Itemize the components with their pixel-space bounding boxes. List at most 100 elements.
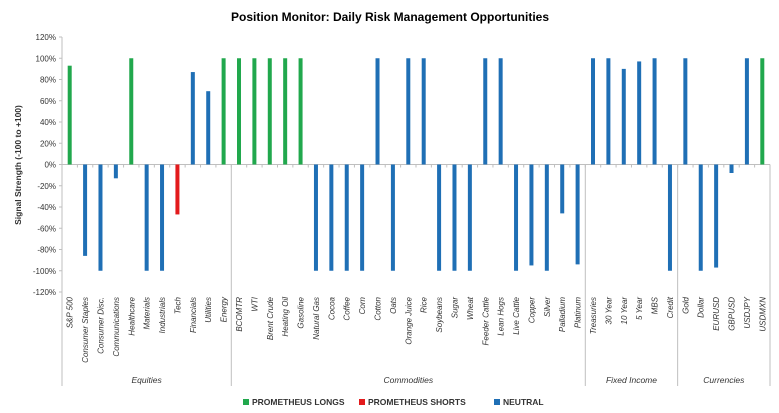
x-tick-label: Industrials: [158, 297, 167, 333]
x-tick-label: 10 Year: [620, 297, 629, 325]
x-tick-label: Healthcare: [127, 296, 136, 335]
bar-long: [298, 58, 303, 165]
y-tick-label: -40%: [37, 203, 56, 212]
x-tick-label: Financials: [189, 297, 198, 333]
x-tick-label: EURUSD: [712, 297, 721, 331]
y-tick-label: -20%: [37, 182, 56, 191]
y-tick-label: -80%: [37, 246, 56, 255]
bar-neutral: [744, 58, 749, 165]
bar-neutral: [483, 58, 488, 165]
x-tick-label: Cocoa: [327, 296, 336, 320]
bar-long: [252, 58, 257, 165]
bar-neutral: [544, 164, 549, 271]
x-tick-label: Sugar: [450, 297, 459, 319]
bar-long: [283, 58, 288, 165]
x-tick-label: Consumer Staples: [81, 297, 90, 363]
x-tick-label: Gasoline: [297, 296, 306, 328]
category-labels: S&P 500 Consumer Staples Consumer Disc. Com…: [66, 296, 768, 363]
y-axis-label: Signal Strength (-100 to +100): [13, 105, 23, 225]
bar-long: [760, 58, 765, 165]
bar-neutral: [421, 58, 426, 165]
x-tick-label: Lean Hogs: [497, 297, 506, 336]
legend-label-short: PROMETHEUS SHORTS: [368, 397, 466, 407]
group-label: Fixed Income: [606, 375, 657, 385]
y-tick-label: 100%: [36, 54, 56, 63]
x-tick-label: Gold: [681, 296, 690, 313]
bar-short: [175, 164, 180, 215]
legend-label-neutral: NEUTRAL: [503, 397, 544, 407]
bar-long: [221, 58, 226, 165]
x-tick-label: MBS: [651, 296, 660, 314]
group-label: Commodities: [383, 375, 433, 385]
bar-neutral: [621, 68, 626, 165]
legend-label-long: PROMETHEUS LONGS: [252, 397, 345, 407]
bar-neutral: [729, 164, 734, 173]
bar-neutral: [313, 164, 318, 271]
x-tick-label: Coffee: [343, 296, 352, 320]
bar-neutral: [591, 58, 595, 165]
bar-neutral: [329, 164, 334, 271]
legend-swatch-long: [243, 399, 249, 405]
bar-neutral: [113, 164, 118, 179]
x-tick-label: Treasuries: [589, 297, 598, 334]
bar-neutral: [667, 164, 672, 271]
bar-long: [67, 65, 72, 165]
x-tick-label: Energy: [220, 296, 229, 322]
bar-neutral: [606, 58, 611, 165]
bar-neutral: [406, 58, 411, 165]
bar-neutral: [144, 164, 149, 271]
y-tick-label: 60%: [40, 97, 56, 106]
bar-neutral: [467, 164, 472, 271]
x-tick-label: Dollar: [697, 297, 706, 318]
group-labels: Equities Commodities Fixed Income Currencie…: [132, 375, 746, 385]
chart-title: Position Monitor: Daily Risk Management …: [231, 10, 549, 24]
x-tick-label: Live Cattle: [512, 296, 521, 334]
bar-neutral: [683, 58, 688, 165]
x-tick-label: Materials: [143, 297, 152, 329]
y-tick-label: 20%: [40, 139, 56, 148]
bar-neutral: [529, 164, 534, 266]
bars: [67, 58, 765, 271]
bar-long: [267, 58, 272, 165]
x-tick-label: Natural Gas: [312, 297, 321, 340]
x-tick-label: Feeder Cattle: [481, 296, 490, 345]
x-tick-label: Platinum: [574, 297, 583, 328]
x-tick-label: Rice: [420, 296, 429, 313]
x-tick-label: GBPUSD: [728, 297, 737, 331]
y-tick-label: -60%: [37, 224, 56, 233]
bar-neutral: [437, 164, 442, 271]
bar-neutral: [344, 164, 349, 271]
y-tick-label: 120%: [36, 33, 56, 42]
bar-neutral: [514, 164, 519, 271]
bar-neutral: [698, 164, 703, 271]
x-tick-label: S&P 500: [66, 296, 75, 328]
y-tick-label: -120%: [33, 288, 56, 297]
y-tick-label: 40%: [40, 118, 56, 127]
bar-neutral: [360, 164, 365, 271]
x-tick-label: Wheat: [466, 296, 475, 320]
bar-neutral: [160, 164, 165, 271]
x-tick-label: Tech: [173, 296, 182, 314]
legend-swatch-neutral: [494, 399, 500, 405]
legend-swatch-short: [359, 399, 365, 405]
y-tick-label: 0%: [44, 161, 56, 170]
x-tick-label: USDMXN: [758, 297, 767, 332]
bar-neutral: [83, 164, 88, 256]
x-tick-label: Corn: [358, 296, 367, 314]
bar-neutral: [98, 164, 103, 271]
x-tick-label: Palladium: [558, 297, 567, 332]
x-tick-label: Heating Oil: [281, 297, 290, 337]
x-tick-label: WTI: [250, 296, 259, 311]
x-tick-label: Credit: [666, 296, 675, 318]
x-tick-label: Copper: [527, 297, 536, 324]
bar-neutral: [190, 72, 195, 165]
x-tick-label: 30 Year: [604, 297, 613, 325]
x-tick-label: USDJPY: [743, 296, 752, 328]
y-tick-label: -100%: [33, 267, 56, 276]
bar-neutral: [375, 58, 380, 165]
x-tick-label: Orange Juice: [404, 296, 413, 344]
legend: PROMETHEUS LONGS PROMETHEUS SHORTS NEUTRAL: [243, 397, 544, 407]
axes: -120% -100% -80% -60% -40% -20% 0% 20% 40% 60% 80%…: [33, 33, 771, 386]
x-tick-label: Consumer Disc.: [96, 297, 105, 354]
